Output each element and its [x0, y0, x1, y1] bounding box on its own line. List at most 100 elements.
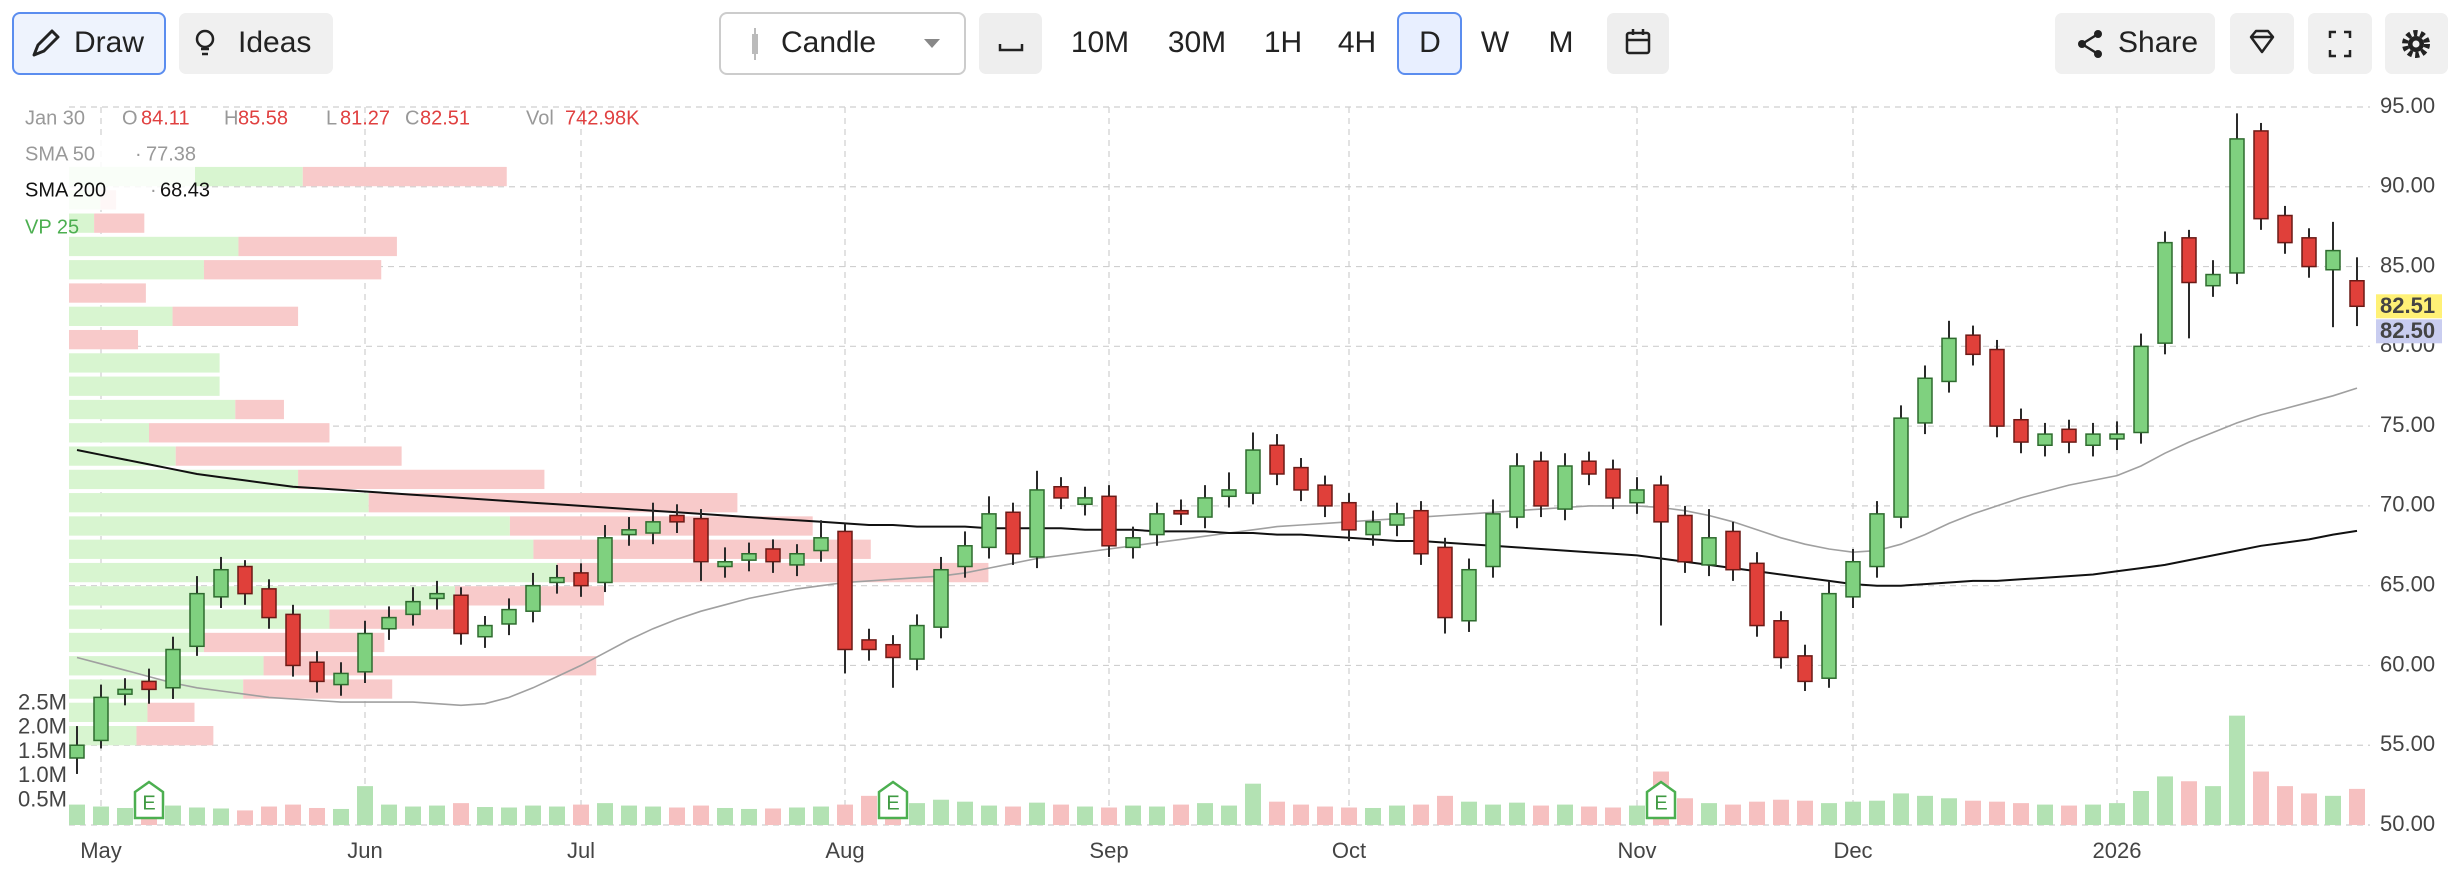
sma-legend-name: SMA 50 — [25, 143, 95, 165]
volume-bar — [1053, 804, 1069, 825]
volume-bar — [693, 805, 709, 825]
interval-button[interactable]: M — [1549, 26, 1574, 59]
candle-body — [1773, 620, 1789, 659]
interval-label: M — [1549, 26, 1574, 59]
candle-body — [1461, 568, 1477, 622]
candle-body — [309, 661, 325, 683]
interval-button[interactable]: W — [1481, 26, 1510, 59]
settings-button[interactable] — [2385, 13, 2448, 74]
vp-legend-name: VP 25 — [25, 216, 79, 238]
candle-body — [213, 568, 229, 598]
volume-bar — [1077, 806, 1093, 825]
volume-bar — [189, 807, 205, 825]
volume-tick-label: 1.0M — [18, 762, 67, 787]
interval-button[interactable]: D — [1397, 12, 1462, 75]
volume-bar — [1533, 805, 1549, 825]
volume-tick-label: 2.0M — [18, 714, 67, 739]
draw-button[interactable]: Draw — [12, 12, 166, 75]
x-tick-label: 2026 — [2093, 838, 2142, 863]
candle-body — [1605, 468, 1621, 499]
interval-button[interactable]: 10M — [1071, 26, 1129, 59]
volume-bar — [1749, 801, 1765, 825]
sma-legend-separator: · — [150, 179, 157, 201]
candle-body — [2133, 345, 2149, 434]
volume-bar — [1557, 804, 1573, 825]
candle-body — [1485, 513, 1501, 568]
volume-tick-label: 1.5M — [18, 738, 67, 763]
ideas-button[interactable]: Ideas — [179, 13, 333, 74]
interval-label: 4H — [1338, 26, 1376, 59]
interval-button[interactable]: 30M — [1168, 26, 1226, 59]
interval-button[interactable]: 1H — [1264, 26, 1302, 59]
candle-body — [2109, 433, 2125, 440]
volume-bar — [2085, 804, 2101, 825]
chart-type-select[interactable]: Candle — [719, 12, 966, 75]
line-tool-button[interactable] — [979, 13, 1042, 74]
share-button[interactable]: Share — [2055, 13, 2215, 74]
candle-body — [141, 680, 157, 691]
candle-body — [597, 537, 613, 584]
y-tick-label: 90.00 — [2380, 173, 2435, 198]
draw-label: Draw — [74, 26, 144, 59]
premium-button[interactable] — [2230, 13, 2294, 74]
y-tick-label: 75.00 — [2380, 412, 2435, 437]
candle-body — [1869, 513, 1885, 568]
volume-bar — [1869, 800, 1885, 825]
vp-down-bar — [235, 399, 284, 420]
fullscreen-button[interactable] — [2308, 13, 2372, 74]
x-tick-label: Dec — [1833, 838, 1872, 863]
volume-bar — [1845, 801, 1861, 825]
volume-bar — [1269, 801, 1285, 825]
interval-button[interactable]: 4H — [1338, 26, 1376, 59]
hover-label: H — [224, 107, 238, 129]
candle-body — [789, 553, 805, 566]
vp-down-bar — [302, 166, 507, 187]
candle-body — [645, 521, 661, 534]
volume-bar — [69, 804, 85, 825]
x-tick-label: May — [80, 838, 122, 863]
volume-bar — [285, 804, 301, 825]
volume-bar — [501, 807, 517, 825]
vp-down-bar — [94, 213, 145, 233]
volume-tick-label: 0.5M — [18, 787, 67, 812]
candle-body — [741, 553, 757, 561]
y-tick-label: 95.00 — [2380, 93, 2435, 118]
vp-up-bar — [69, 260, 204, 280]
candle-body — [69, 744, 85, 759]
volume-bar — [2013, 803, 2029, 825]
volume-bar — [309, 807, 325, 825]
vp-down-bar — [136, 726, 214, 746]
candle-body — [1053, 485, 1069, 499]
candle-body — [2181, 237, 2197, 284]
candle-body — [1701, 537, 1717, 566]
candle-body — [2085, 433, 2101, 447]
candle-body — [429, 592, 445, 600]
volume-bar — [861, 795, 877, 825]
candle-body — [285, 613, 301, 667]
share-label: Share — [2118, 26, 2198, 59]
volume-bar — [1965, 800, 1981, 825]
volume-bar — [261, 806, 277, 825]
hover-value: 742.98K — [565, 107, 640, 129]
volume-bar — [93, 806, 109, 825]
candle-body — [2325, 249, 2341, 271]
calendar-button[interactable] — [1607, 13, 1669, 74]
candle-body — [717, 560, 733, 568]
sma-legend-value: 68.43 — [160, 179, 210, 201]
candle-body — [813, 537, 829, 552]
hover-value: 81.27 — [340, 107, 390, 129]
volume-bar — [789, 807, 805, 825]
x-tick-label: Aug — [825, 838, 864, 863]
candle-body — [453, 594, 469, 635]
candle-body — [1197, 497, 1213, 518]
volume-bar — [1989, 801, 2005, 825]
volume-bar — [1725, 804, 1741, 825]
candle-body — [1269, 444, 1285, 475]
candle-body — [1077, 497, 1093, 506]
candle-body — [933, 568, 949, 628]
y-tick-label: 55.00 — [2380, 731, 2435, 756]
candle-body — [2157, 241, 2173, 344]
candle-body — [621, 529, 637, 536]
candle-body — [525, 584, 541, 612]
candle-body — [381, 616, 397, 630]
